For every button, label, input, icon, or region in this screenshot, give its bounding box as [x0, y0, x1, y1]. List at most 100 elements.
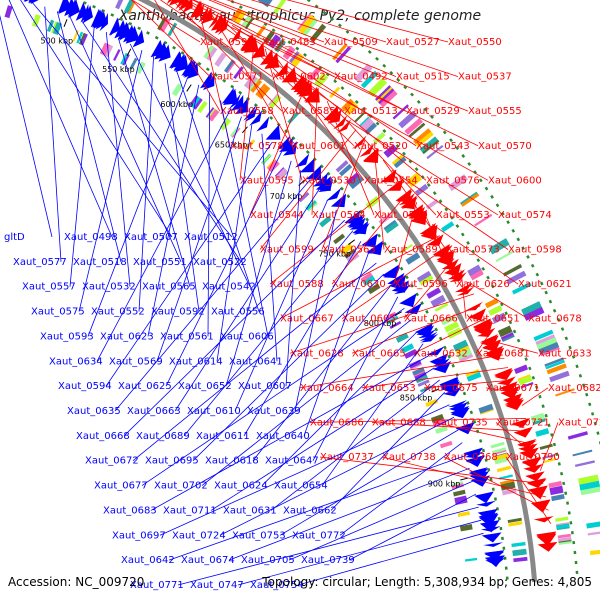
reverse-feature: [110, 18, 119, 37]
category-block: [514, 364, 529, 375]
category-block: [586, 521, 600, 529]
category-block: [543, 458, 557, 464]
reverse-feature: [299, 158, 315, 173]
category-block: [223, 59, 235, 73]
forward-gene-label: Xaut_0585: [282, 106, 336, 117]
category-block: [488, 238, 510, 255]
reverse-gene-label-leader: [123, 219, 346, 437]
reverse-gene-label: Xaut_0606: [220, 331, 274, 342]
category-block: [362, 275, 376, 287]
reverse-feature: [29, 0, 36, 4]
reverse-feature: [279, 137, 293, 153]
reverse-gene-label: Xaut_0592: [151, 307, 205, 318]
forward-gene-label: Xaut_0509: [324, 37, 378, 48]
category-block: [51, 21, 58, 34]
genome-backbone: [137, 0, 538, 583]
category-block: [305, 199, 317, 211]
forward-gene-label-leader: [403, 258, 455, 319]
category-block: [415, 183, 429, 196]
category-block: [401, 343, 415, 354]
reverse-gene-label-leader: [150, 355, 430, 511]
forward-gene-label-leader: [131, 0, 201, 43]
category-block: [511, 541, 526, 548]
forward-gene-label: Xaut_0671: [486, 383, 540, 394]
forward-gene-label: Xaut_0664: [300, 383, 354, 394]
category-block: [491, 312, 507, 324]
reverse-gene-label: Xaut_0575: [31, 307, 85, 318]
category-block: [441, 315, 456, 326]
tick-mark: [348, 239, 356, 245]
reverse-gene-label: Xaut_0639: [247, 406, 301, 417]
category-block: [243, 74, 258, 90]
reverse-feature: [465, 456, 486, 465]
category-block: [250, 79, 263, 93]
reverse-gene-label: Xaut_0747: [190, 580, 244, 591]
category-block: [444, 321, 460, 333]
reverse-feature: [326, 187, 342, 201]
reverse-feature: [348, 215, 365, 229]
reverse-gene-label: Xaut_0771: [130, 580, 184, 591]
reverse-gene-label-leader: [147, 84, 200, 337]
category-block: [579, 480, 600, 491]
forward-feature: [464, 301, 483, 311]
reverse-feature: [114, 20, 127, 39]
category-block: [555, 388, 575, 397]
category-block: [535, 428, 550, 437]
category-block: [231, 8, 243, 22]
forward-feature: [447, 269, 466, 280]
category-block: [439, 440, 453, 449]
forward-gene-label-leader: [539, 422, 559, 471]
reverse-gene-label: Xaut_0507: [124, 232, 178, 243]
reverse-gene-label-leader: [44, 6, 62, 262]
reverse-gene-label: Xaut_0640: [256, 431, 310, 442]
forward-gene-label: Xaut_0686: [310, 417, 364, 428]
forward-gene-label: Xaut_0737: [320, 452, 374, 463]
forward-gene-label-leader: [497, 342, 539, 354]
category-block: [115, 0, 124, 10]
category-block: [497, 325, 513, 338]
category-block: [501, 334, 515, 343]
forward-gene-label: Xaut_0665: [352, 348, 406, 359]
category-block: [105, 45, 114, 58]
category-block: [425, 198, 439, 210]
category-block: [171, 83, 183, 97]
forward-gene-label: Xaut_0550: [448, 37, 502, 48]
reverse-gene-label: Xaut_0532: [82, 282, 136, 293]
category-block: [367, 283, 381, 295]
category-block: [414, 129, 434, 148]
category-block: [546, 363, 567, 375]
category-block: [344, 248, 356, 259]
forward-feature: [537, 541, 558, 552]
reverse-feature: [455, 422, 475, 435]
forward-feature: [275, 61, 288, 78]
forward-feature: [381, 169, 397, 183]
category-block: [123, 0, 135, 14]
reverse-gene-label: Xaut_0662: [283, 505, 337, 516]
category-block: [422, 139, 440, 154]
reverse-feature: [67, 0, 75, 18]
forward-gene-label-leader: [381, 456, 547, 498]
forward-feature: [194, 2, 205, 21]
reverse-feature: [249, 110, 263, 126]
forward-gene-label: Xaut_0596: [394, 279, 448, 290]
forward-feature: [333, 115, 348, 130]
reverse-gene-label-leader: [87, 77, 189, 337]
reverse-gene-label-leader: [96, 108, 232, 362]
forward-feature: [363, 148, 379, 162]
reverse-gene-label: Xaut_0593: [40, 331, 94, 342]
forward-feature: [264, 52, 277, 69]
reverse-feature: [158, 44, 171, 62]
forward-feature: [493, 367, 513, 377]
forward-feature: [468, 308, 487, 321]
forward-gene-label: Xaut_0564: [312, 210, 366, 221]
category-block: [406, 172, 421, 186]
category-block: [459, 523, 473, 532]
reverse-label-layer: gltD Xaut_0498 Xaut_0507 Xaut_0512 Xaut_0577…: [0, 0, 484, 591]
forward-gene-label-leader: [131, 0, 211, 77]
forward-feature: [323, 105, 339, 121]
tick-mark: [63, 19, 68, 27]
tick-label: 900 kbp: [428, 480, 461, 489]
category-block: [549, 485, 564, 496]
reverse-feature: [448, 400, 467, 408]
forward-feature: [482, 340, 501, 352]
